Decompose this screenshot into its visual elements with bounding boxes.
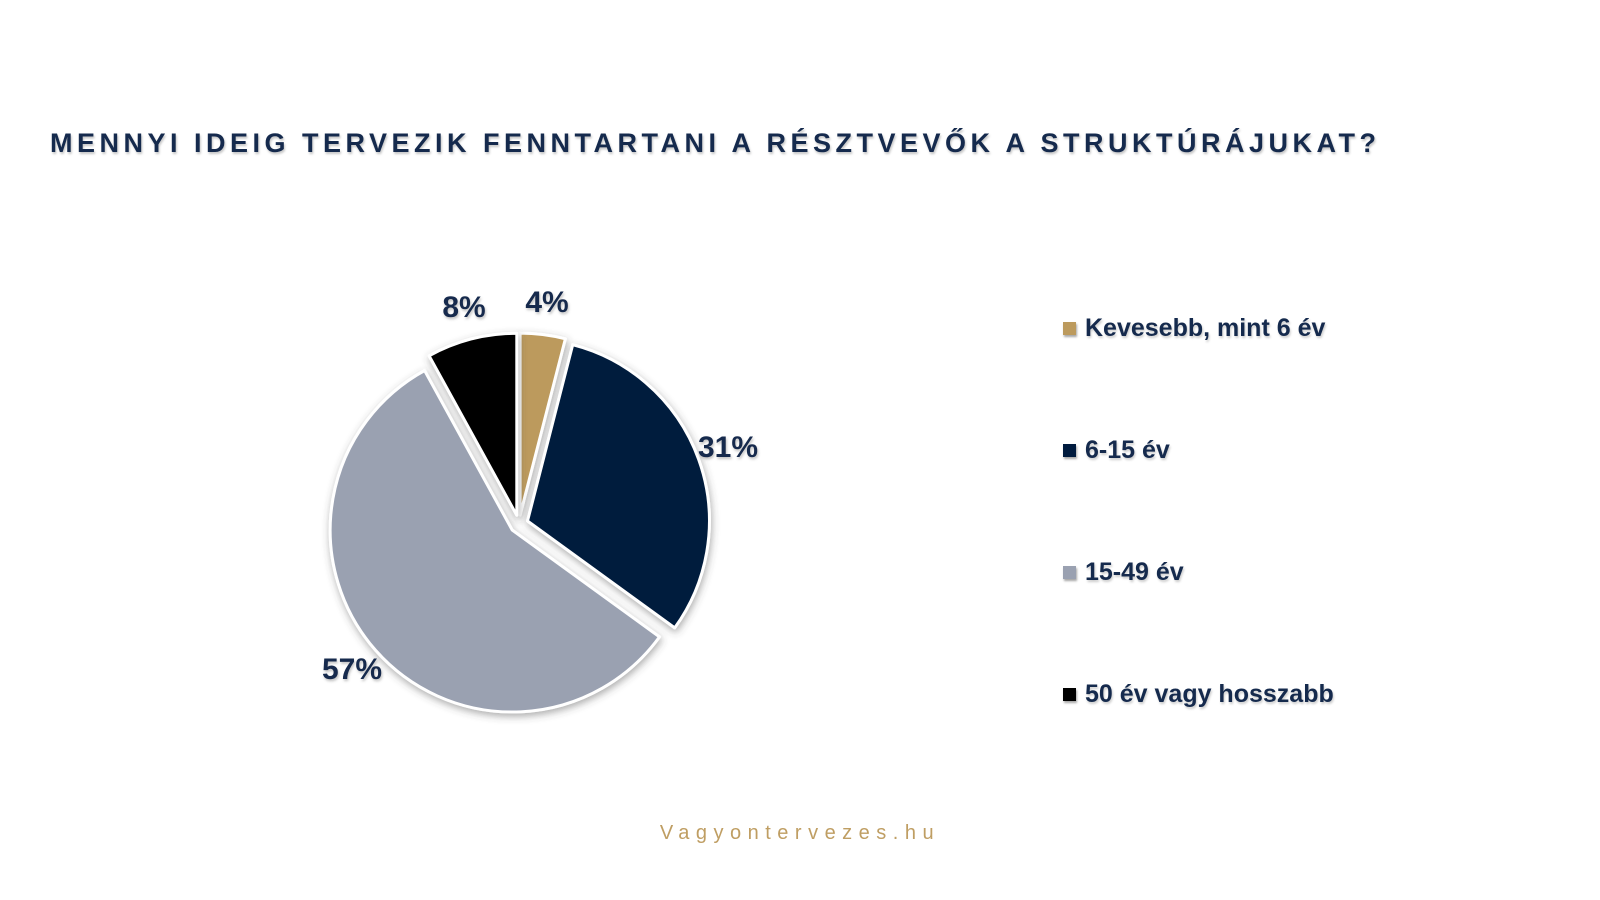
chart-legend: Kevesebb, mint 6 év 6-15 év 15-49 év 50 év … xyxy=(1063,314,1334,802)
pie-slice-6-15-v xyxy=(526,343,711,630)
pie-slice-15-49-v xyxy=(328,369,661,714)
legend-swatch-icon xyxy=(1063,443,1076,457)
legend-item-15-49-v: 15-49 év xyxy=(1063,558,1334,586)
legend-label: 50 év vagy hosszabb xyxy=(1085,679,1334,708)
legend-label: 6-15 év xyxy=(1085,435,1170,464)
legend-swatch-icon xyxy=(1063,565,1076,579)
pie-value-label-50-v-vagy-hosszabb: 8% xyxy=(442,291,485,324)
legend-label: 15-49 év xyxy=(1085,557,1184,586)
pie-slice-50-v-vagy-hosszabb xyxy=(427,331,519,517)
pie-value-label-kevesebb-mint-6-v: 4% xyxy=(525,286,568,319)
legend-item-50-v-vagy-hosszabb: 50 év vagy hosszabb xyxy=(1063,680,1334,708)
legend-item-kevesebb-mint-6-v: Kevesebb, mint 6 év xyxy=(1063,314,1334,342)
pie-value-label-6-15-v: 31% xyxy=(698,431,758,464)
pie-value-label-15-49-v: 57% xyxy=(322,653,382,686)
legend-item-6-15-v: 6-15 év xyxy=(1063,436,1334,464)
footer-watermark: Vagyontervezes.hu xyxy=(659,822,941,844)
pie-labels-group: 4% 31% 57% 8% xyxy=(322,286,758,686)
legend-swatch-icon xyxy=(1063,321,1076,335)
pie-slice-kevesebb-mint-6-v xyxy=(518,331,567,517)
legend-swatch-icon xyxy=(1063,687,1076,701)
legend-label: Kevesebb, mint 6 év xyxy=(1085,313,1326,342)
pie-slices-group xyxy=(328,331,711,714)
page-title: MENNYI IDEIG TERVEZIK FENNTARTANI A RÉSZ… xyxy=(50,128,1381,158)
